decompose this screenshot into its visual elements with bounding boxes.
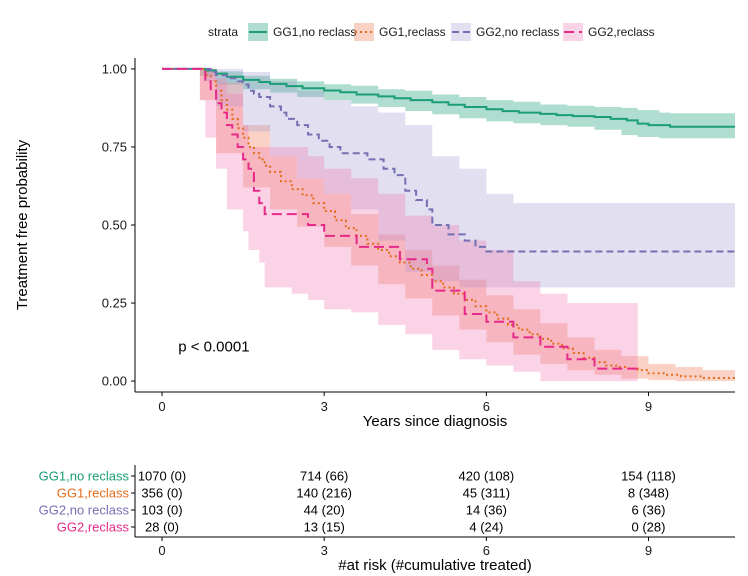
legend-key-fill (354, 23, 374, 41)
x-tick-label: 0 (158, 399, 165, 414)
risk-cell: 8 (348) (628, 486, 669, 501)
risk-cell: 356 (0) (141, 486, 182, 501)
risk-row-label: GG1,reclass (57, 486, 130, 501)
risk-cell: 1070 (0) (138, 469, 186, 484)
legend-key-fill (451, 23, 471, 41)
x-tick-label: 6 (483, 399, 490, 414)
main-axes: 0.00 0.25 0.50 0.75 1.00 0 3 6 9 (102, 58, 735, 414)
p-value-annotation: p < 0.0001 (178, 338, 249, 355)
risk-table-x-title: #at risk (#cumulative treated) (338, 557, 531, 574)
x-tick-label: 9 (645, 399, 652, 414)
risk-cell: 4 (24) (469, 520, 503, 535)
y-axis-title: Treatment free probability (14, 139, 31, 310)
x-tick-label: 3 (321, 399, 328, 414)
band-gg1-reclass (162, 68, 735, 382)
curve-gg1-reclass (162, 67, 736, 379)
y-tick-label: 0.00 (102, 374, 127, 389)
y-tick-label: 0.50 (102, 218, 127, 233)
risk-cell: 420 (108) (459, 469, 515, 484)
legend-label: GG1,no reclass (273, 25, 356, 39)
risk-row-label: GG2,no reclass (39, 503, 130, 518)
risk-cell: 6 (36) (632, 503, 666, 518)
curve-gg2-no-reclass (162, 67, 735, 253)
risk-cell: 45 (311) (463, 486, 510, 501)
survival-curves (162, 67, 736, 379)
risk-cell: 140 (216) (296, 486, 352, 501)
risk-cell: 44 (20) (304, 503, 345, 518)
band-gg2-no-reclass (162, 68, 735, 288)
risk-x-tick-label: 3 (321, 543, 328, 558)
risk-row-label: GG2,reclass (57, 520, 130, 535)
band-gg2-reclass (162, 68, 638, 382)
risk-x-tick-label: 0 (158, 543, 165, 558)
risk-x-tick-label: 9 (645, 543, 652, 558)
risk-table: GG1,no reclass 1070 (0) 714 (66) 420 (108) 1… (39, 465, 735, 558)
risk-cell: 28 (0) (145, 520, 179, 535)
risk-cell: 154 (118) (621, 469, 676, 484)
legend-label: GG2,no reclass (476, 25, 559, 39)
x-axis-title: Years since diagnosis (363, 413, 508, 430)
curve-gg1-no-reclass (162, 67, 735, 128)
risk-cell: 714 (66) (300, 469, 348, 484)
y-tick-label: 1.00 (102, 61, 127, 76)
risk-x-tick-label: 6 (483, 543, 490, 558)
legend-label: GG1,reclass (379, 25, 446, 39)
legend-title: strata (208, 25, 238, 39)
risk-cell: 14 (36) (466, 503, 507, 518)
risk-cell: 13 (15) (304, 520, 345, 535)
legend-label: GG2,reclass (588, 25, 655, 39)
y-tick-label: 0.75 (102, 139, 127, 154)
y-tick-label: 0.25 (102, 296, 127, 311)
legend: strata GG1,no reclass GG1,reclass GG2,no re… (208, 23, 655, 41)
risk-row-label: GG1,no reclass (39, 469, 130, 484)
risk-cell: 0 (28) (632, 520, 666, 535)
risk-cell: 103 (0) (141, 503, 182, 518)
